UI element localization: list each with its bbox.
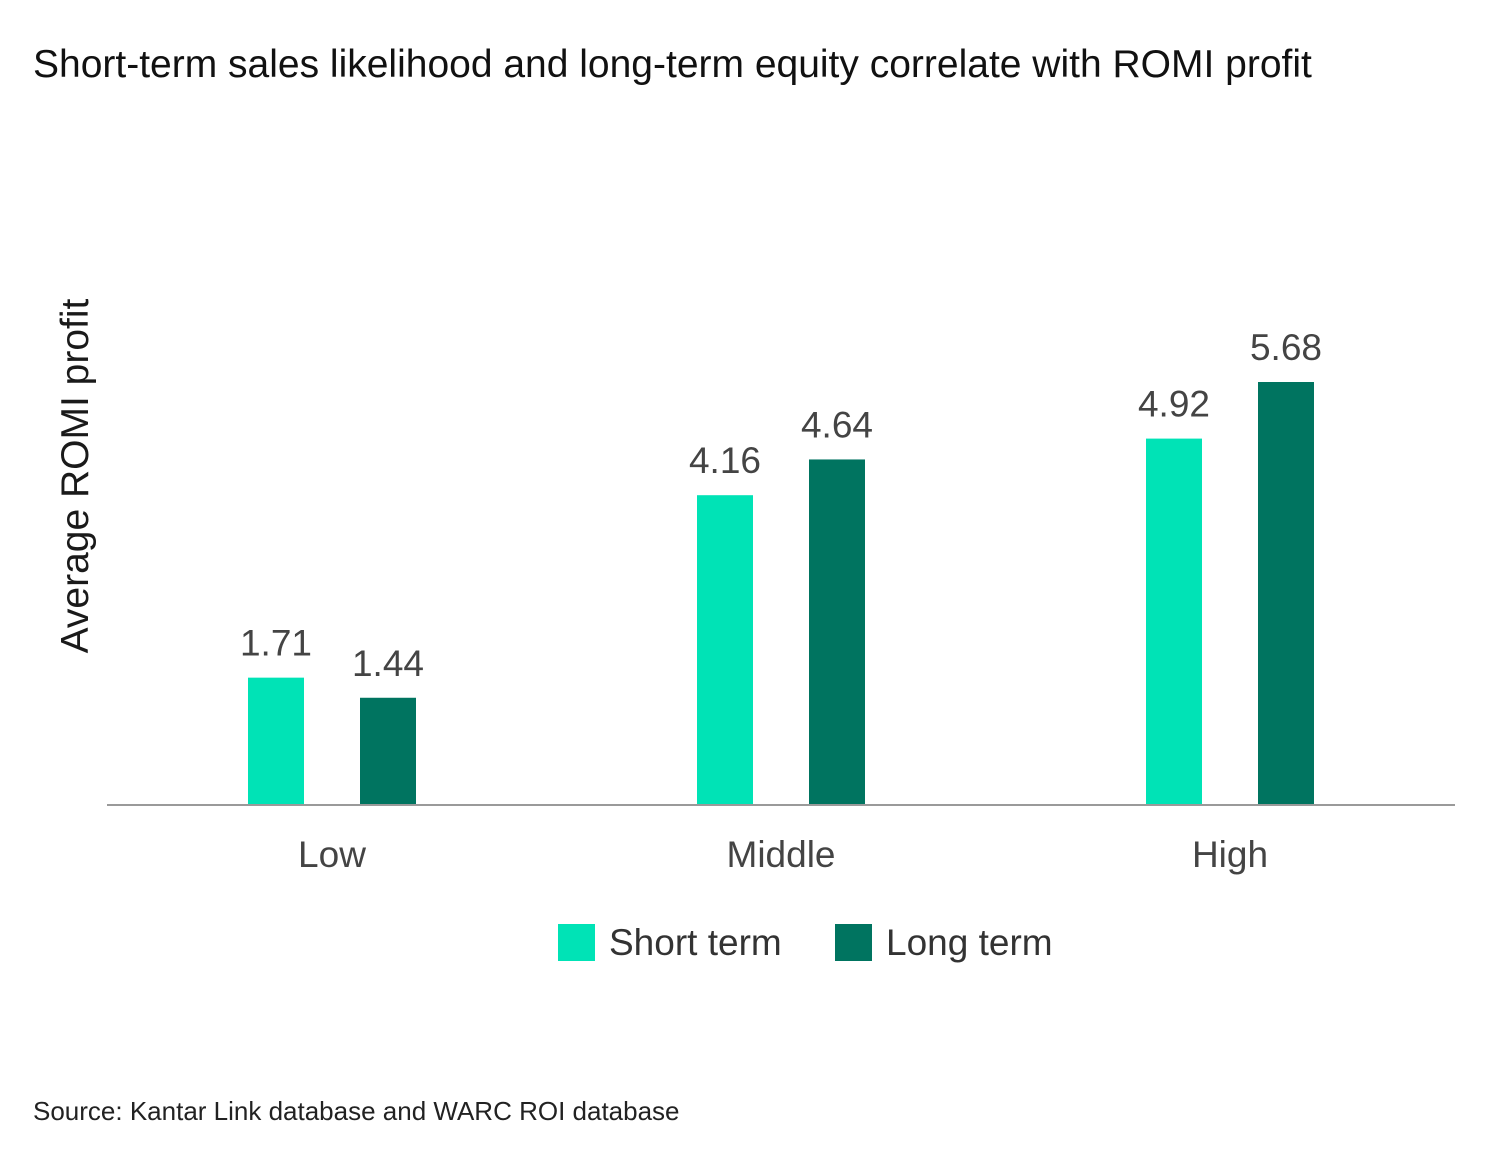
value-label-low-long-term: 1.44 [352, 643, 424, 684]
value-labels-group: 1.71 1.44 4.16 4.64 4.92 5.68 [240, 327, 1322, 684]
bars-group [248, 382, 1314, 805]
value-label-high-long-term: 5.68 [1250, 327, 1322, 368]
legend-swatch-long-term [835, 924, 872, 961]
y-axis-label: Average ROMI profit [54, 298, 97, 653]
bar-high-short-term [1146, 438, 1202, 805]
legend-swatch-short-term [558, 924, 595, 961]
value-label-low-short-term: 1.71 [240, 623, 312, 664]
legend-label-long-term: Long term [886, 922, 1053, 963]
legend: Short term Long term [558, 922, 1053, 963]
bar-high-long-term [1258, 382, 1314, 805]
source-note: Source: Kantar Link database and WARC RO… [33, 1096, 680, 1126]
bar-middle-short-term [697, 495, 753, 805]
value-label-middle-short-term: 4.16 [689, 440, 761, 481]
chart-title: Short-term sales likelihood and long-ter… [33, 43, 1312, 86]
bar-middle-long-term [809, 459, 865, 805]
bar-low-long-term [360, 697, 416, 805]
x-tick-label-middle: Middle [727, 834, 836, 875]
value-label-middle-long-term: 4.64 [801, 404, 873, 445]
legend-label-short-term: Short term [609, 922, 782, 963]
x-tick-label-high: High [1192, 834, 1268, 875]
x-tick-label-low: Low [298, 834, 366, 875]
y-axis-label-group: Average ROMI profit [54, 298, 97, 653]
x-tick-labels-group: Low Middle High [298, 834, 1268, 875]
value-label-high-short-term: 4.92 [1138, 384, 1210, 425]
bar-low-short-term [248, 677, 304, 805]
